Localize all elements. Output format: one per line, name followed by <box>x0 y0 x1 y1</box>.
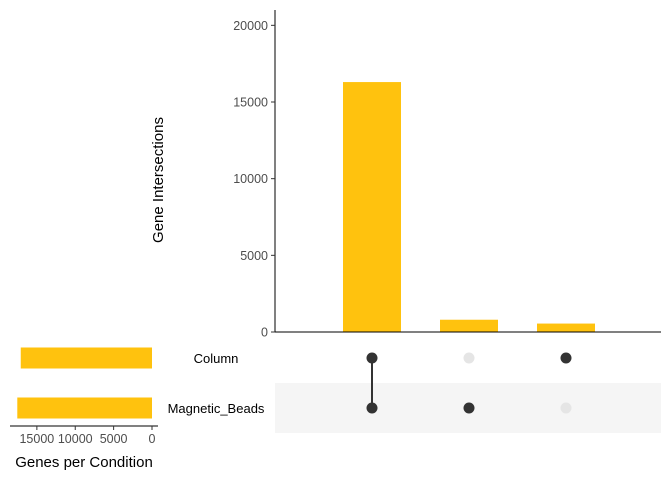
set-label: Column <box>194 351 239 366</box>
intersection-matrix <box>366 352 572 414</box>
y-tick-label: 20000 <box>233 19 268 33</box>
x-axis-title: Genes per Condition <box>15 454 153 471</box>
intersection-bar <box>440 319 498 332</box>
intersection-bars <box>343 82 595 332</box>
set-size-bar <box>20 347 153 369</box>
matrix-dot-inactive <box>560 402 572 414</box>
intersection-bar <box>343 82 401 332</box>
set-size-x-axis: 15000 10000 5000 0 <box>10 425 158 446</box>
y-tick-label: 15000 <box>233 96 268 110</box>
set-labels: Column Magnetic_Beads <box>168 351 265 416</box>
set-axis-tick-label: 0 <box>149 432 156 446</box>
intersection-bar <box>537 323 595 332</box>
matrix-dot-active <box>463 402 475 414</box>
set-size-bar <box>17 397 153 419</box>
set-axis-tick-label: 15000 <box>19 432 54 446</box>
set-axis-tick-label: 5000 <box>100 432 128 446</box>
set-axis-tick-label: 10000 <box>58 432 93 446</box>
y-tick-label: 0 <box>261 326 268 340</box>
y-tick-label: 10000 <box>233 172 268 186</box>
set-label: Magnetic_Beads <box>168 401 265 416</box>
intersection-y-axis: 0 5000 10000 15000 20000 <box>233 10 661 340</box>
set-size-bars <box>17 347 153 419</box>
y-axis-title: Gene Intersections <box>150 117 167 243</box>
y-tick-label: 5000 <box>240 249 268 263</box>
matrix-dot-active <box>560 352 572 364</box>
matrix-dot-active <box>366 352 378 364</box>
matrix-dot-active <box>366 402 378 414</box>
matrix-dot-inactive <box>463 352 475 364</box>
